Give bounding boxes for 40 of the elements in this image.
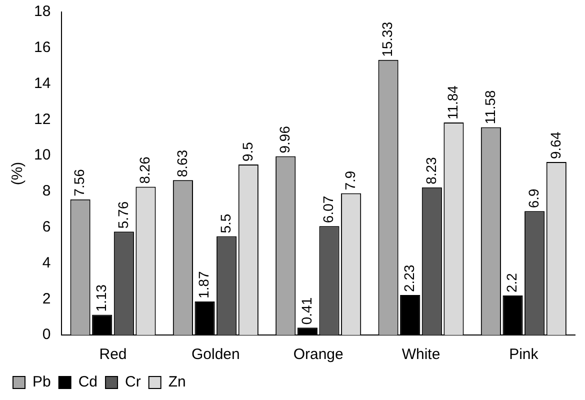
data-label: 15.33: [379, 22, 396, 57]
x-tick-label: White: [402, 346, 440, 364]
y-tick-label: 8: [42, 182, 51, 200]
data-label: 1.87: [196, 270, 212, 298]
data-label: 8.26: [136, 156, 153, 184]
data-label: 1.13: [92, 284, 109, 312]
x-tick-label: Golden: [191, 346, 240, 364]
y-tick-label: 16: [34, 39, 51, 56]
y-tick-label: 4: [42, 254, 51, 272]
data-label: 9.64: [547, 132, 564, 160]
x-tick-label: Orange: [293, 346, 344, 364]
y-axis-title: (%): [9, 162, 26, 186]
data-label: 9.96: [276, 126, 292, 154]
y-tick-label: 18: [34, 3, 51, 20]
legend-label: Zn: [168, 374, 186, 391]
data-label: 5.76: [114, 201, 131, 229]
y-tick-label: 14: [34, 74, 51, 92]
data-label: 5.5: [217, 214, 234, 234]
y-tick-label: 10: [34, 146, 51, 164]
data-label: 2.23: [400, 264, 417, 292]
legend-label: Cr: [125, 374, 141, 391]
data-label: 7.56: [71, 168, 88, 196]
data-label: 7.9: [342, 170, 358, 190]
data-label: 6.9: [525, 188, 542, 208]
x-tick-label: Red: [99, 346, 127, 364]
y-tick-label: 2: [42, 290, 51, 308]
data-label: 8.63: [174, 150, 190, 178]
y-tick-label: 0: [42, 326, 51, 344]
data-label: 11.58: [482, 90, 498, 124]
x-tick-label: Pink: [509, 346, 539, 364]
data-label: 2.2: [504, 272, 520, 293]
y-tick-label: 6: [42, 218, 51, 236]
legend-label: Pb: [32, 374, 51, 391]
data-label: 6.07: [320, 196, 336, 224]
data-label: 8.23: [422, 156, 439, 184]
data-label: 11.84: [444, 85, 461, 120]
data-label: 0.41: [298, 297, 314, 325]
data-label: 9.5: [239, 142, 256, 162]
y-tick-label: 12: [34, 110, 51, 128]
legend-label: Cd: [78, 374, 98, 391]
